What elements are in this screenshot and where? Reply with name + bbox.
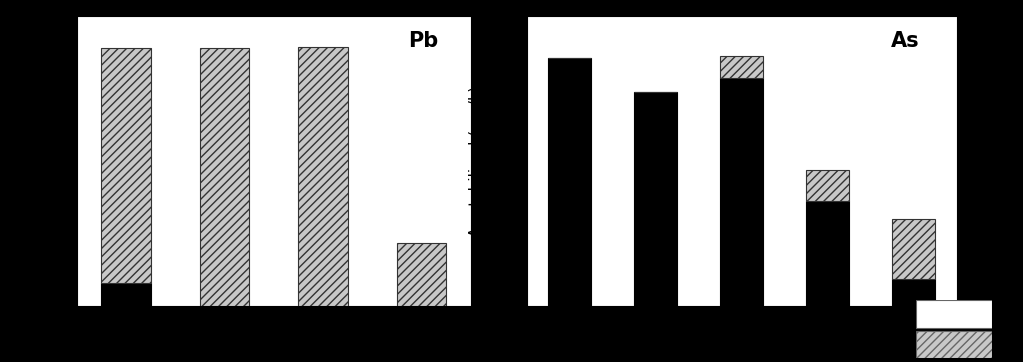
Y-axis label: Pb stabilized (mg/L): Pb stabilized (mg/L) (19, 85, 35, 237)
Bar (299, 47, 348, 306)
Bar (892, 219, 935, 279)
Text: Pb: Pb (408, 31, 439, 51)
Bar (101, 283, 150, 306)
Bar (199, 48, 249, 306)
Bar (397, 243, 446, 306)
Bar (720, 56, 763, 78)
Bar (916, 300, 992, 328)
Y-axis label: As stabilized (mg/L): As stabilized (mg/L) (470, 85, 484, 237)
Bar (892, 279, 935, 306)
Text: As: As (891, 31, 920, 51)
Bar (634, 92, 677, 306)
Bar (806, 201, 849, 306)
Bar (720, 78, 763, 306)
Bar (548, 58, 591, 306)
Bar (916, 331, 992, 358)
Bar (101, 48, 150, 283)
X-axis label: Stabilization pH: Stabilization pH (214, 336, 333, 351)
Bar (806, 170, 849, 201)
X-axis label: Stabilization pH: Stabilization pH (681, 336, 802, 351)
